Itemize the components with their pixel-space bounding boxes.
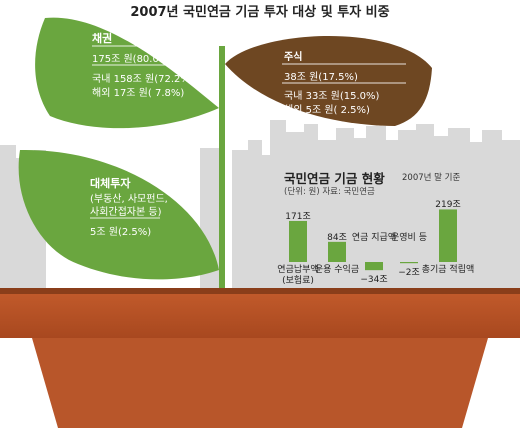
bar-category-label: 연금납부액 (보험료) [277,265,319,286]
bar-value-label: −2조 [398,268,420,279]
chart-title: 2007년 국민연금 기금 투자 대상 및 투자 비중 [130,5,390,20]
bond-label: 채권 [92,32,113,45]
stock-total: 38조 원(17.5%) [284,72,358,83]
bar-0 [289,220,307,262]
bar-value-label: −34조 [360,275,388,286]
bond-domestic: 국내 158조 원(72.2%) [92,74,194,85]
stock-leaf [225,35,432,126]
alternative-desc-line1: (부동산, 사모펀드, [90,194,168,205]
bar-2 [365,262,383,271]
bar-value-label: 219조 [435,200,461,211]
alternative-label: 대체투자 [90,177,131,190]
bar-category-label: 연금 지급액 [351,233,397,243]
stock-overseas: 해외 5조 원( 2.5%) [284,105,370,116]
bar-value-label: 171조 [285,211,311,222]
stock-domestic: 국내 33조 원(15.0%) [284,91,380,102]
city-skyline [0,120,520,302]
alternative-total: 5조 원(2.5%) [90,227,152,238]
bond-leaf [35,17,219,129]
status-date: 2007년 말 기준 [402,173,461,183]
stock-label: 주식 [284,52,303,63]
flower-pot [0,288,520,428]
bar-category-label: 총기금 적립액 [421,265,475,275]
status-unit: (단위: 원) 자료: 국민연금 [284,187,375,197]
bar-value-label: 84조 [327,232,347,243]
bar-3 [400,262,418,264]
bar-category-label: 운영비 등 [391,233,427,243]
fund-status-chart [289,209,457,271]
bond-total: 175조 원(80.0%) [92,54,173,65]
bar-4 [439,209,457,262]
status-title: 국민연금 기금 현황 [284,171,385,186]
bar-category-label: 운용 수익금 [314,265,360,275]
stem [219,46,225,296]
bar-1 [328,241,346,262]
bond-overseas: 해외 17조 원( 7.8%) [92,88,185,99]
alternative-desc-line2: 사회간접자본 등) [90,207,162,218]
alternative-leaf [18,149,220,280]
